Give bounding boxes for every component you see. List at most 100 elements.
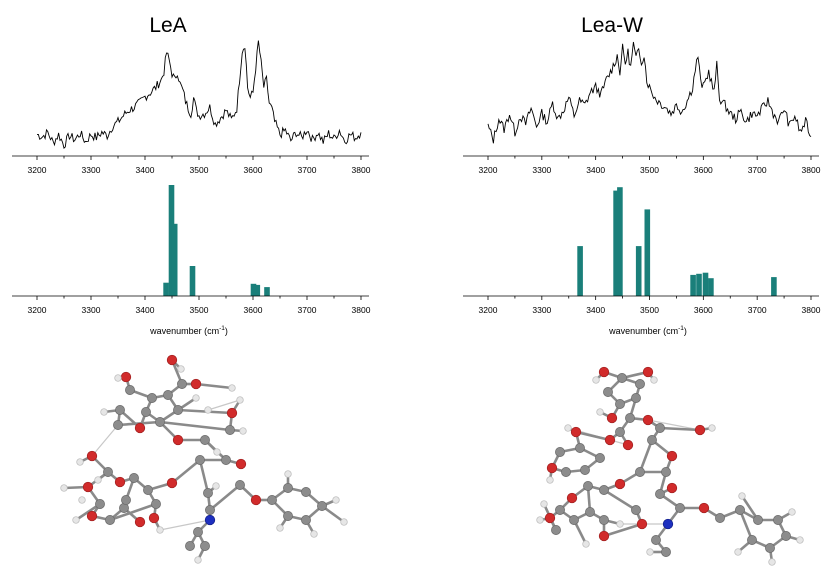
atom-C [555, 447, 565, 457]
covalent-bond [638, 439, 654, 473]
covalent-bond [738, 509, 754, 541]
atom-H [114, 374, 122, 382]
atom-C [575, 443, 585, 453]
hydrogen-bond [91, 424, 119, 457]
atom-C [715, 513, 725, 523]
computed-bar [163, 282, 169, 296]
atom-O [235, 458, 247, 470]
atom-O [190, 378, 202, 390]
molecule-structure-lea-w [536, 366, 804, 566]
bar-axis-tick-label: 3600 [244, 305, 263, 315]
atom-H [708, 424, 716, 432]
atom-C [655, 423, 665, 433]
atom-O [134, 422, 146, 434]
computed-bar [771, 277, 777, 296]
spectrum-axis-tick-label: 3500 [190, 165, 209, 175]
atom-H [768, 558, 776, 566]
panel-title-lea: LeA [149, 14, 186, 37]
atom-H [796, 536, 804, 544]
atom-H [276, 524, 284, 532]
atom-H [734, 548, 742, 556]
atom-C [551, 525, 561, 535]
spectrum-line [487, 41, 812, 144]
atom-H [239, 427, 247, 435]
atom-O [114, 476, 126, 488]
atom-C [283, 483, 293, 493]
atom-C [561, 467, 571, 477]
atom-C [580, 465, 590, 475]
atom-O [606, 412, 618, 424]
atom-H [340, 518, 348, 526]
atom-C [129, 473, 139, 483]
bar-axis-tick-label: 3200 [28, 305, 47, 315]
covalent-bond [575, 430, 611, 442]
atom-H [310, 530, 318, 538]
bar-axis-tick-label: 3400 [586, 305, 605, 315]
atom-N [662, 518, 674, 530]
atom-H [194, 556, 202, 564]
spectrum-axis-tick-label: 3700 [748, 165, 767, 175]
atom-C [283, 511, 293, 521]
atom-C [631, 393, 641, 403]
atom-C [631, 505, 641, 515]
computed-bars-lea-w: 3200 3300 3400 3500 3600 3700 3800 [463, 187, 821, 315]
spectrum-axis-tick-label: 3600 [244, 165, 263, 175]
spectrum-line [36, 40, 362, 149]
atom-O [622, 439, 634, 451]
atom-H [546, 476, 554, 484]
atom-C [599, 515, 609, 525]
spectrum-axis-tick-label: 3400 [136, 165, 155, 175]
atom-C [647, 435, 657, 445]
atom-C [599, 485, 609, 495]
computed-bar [702, 272, 709, 296]
spectrum-axis-tick-label: 3600 [694, 165, 713, 175]
atom-C [151, 499, 161, 509]
covalent-bond [159, 420, 231, 432]
atom-H [738, 492, 746, 500]
computed-bar [617, 187, 623, 296]
atom-C [235, 480, 245, 490]
computed-bar [171, 223, 178, 296]
computed-bar [168, 185, 175, 296]
atom-C [177, 379, 187, 389]
atom-C [267, 495, 277, 505]
atom-H [192, 394, 200, 402]
atom-C [105, 515, 115, 525]
atom-H [213, 448, 221, 456]
atom-O [86, 450, 98, 462]
atom-C [655, 489, 665, 499]
atom-H [284, 470, 292, 478]
atom-O [86, 510, 98, 522]
bar-axis-tick-label: 3200 [479, 305, 498, 315]
atom-O [614, 478, 626, 490]
atom-H [646, 548, 654, 556]
computed-bar [189, 266, 196, 296]
atom-O [598, 530, 610, 542]
atom-O [82, 481, 94, 493]
atom-H [76, 458, 84, 466]
atom-C [200, 435, 210, 445]
computed-bar [644, 209, 651, 296]
atom-H [100, 408, 108, 416]
bar-axis-tick-label: 3300 [82, 305, 101, 315]
atom-C [185, 541, 195, 551]
atom-H [156, 526, 164, 534]
atom-O [666, 482, 678, 494]
atom-H [78, 496, 86, 504]
covalent-bond [171, 458, 201, 485]
atom-O [642, 366, 654, 378]
atom-C [195, 455, 205, 465]
computed-bar [264, 287, 270, 296]
atom-C [615, 399, 625, 409]
atom-C [625, 413, 635, 423]
atom-C [163, 390, 173, 400]
atom-C [555, 505, 565, 515]
atom-C [193, 527, 203, 537]
atom-C [95, 499, 105, 509]
computed-bar [696, 273, 702, 296]
atom-C [781, 531, 791, 541]
atom-C [147, 393, 157, 403]
spectrum-axis-tick-label: 3500 [640, 165, 659, 175]
atom-H [72, 516, 80, 524]
atom-C [115, 405, 125, 415]
